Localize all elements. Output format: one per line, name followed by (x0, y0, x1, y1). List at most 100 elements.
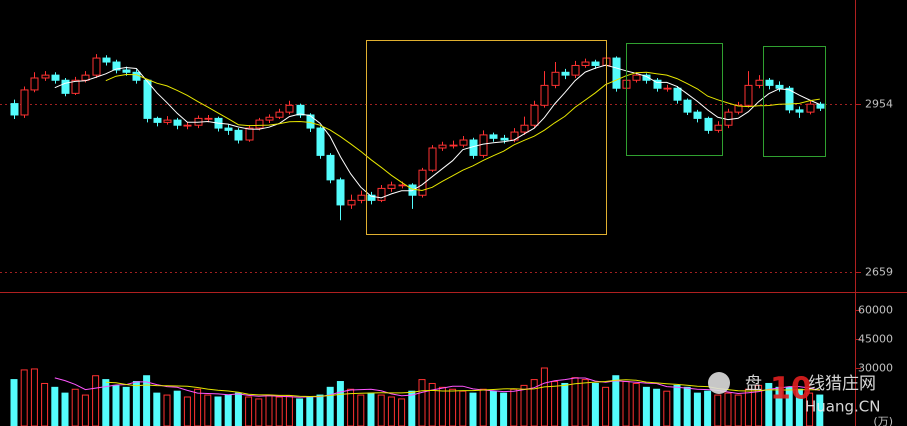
volume-bar (122, 386, 130, 426)
volume-tick-label: 45000 (858, 333, 893, 346)
candle-body (347, 199, 356, 206)
candle-body (61, 79, 70, 94)
volume-bar (51, 386, 59, 426)
volume-bar (30, 368, 38, 426)
candle-body (561, 71, 570, 76)
candle-body (489, 134, 498, 139)
candle-body (520, 124, 529, 133)
candle-body (316, 127, 325, 156)
volume-bar (489, 390, 497, 426)
volume-bar (234, 392, 242, 426)
candle-body (500, 137, 509, 141)
volume-bar (306, 396, 314, 426)
volume-bar (520, 384, 528, 426)
candle-body (143, 79, 152, 119)
volume-bar (438, 386, 446, 426)
watermark-text: 线猎庄网 (808, 374, 876, 394)
y-tick-label: 2659 (865, 266, 893, 279)
watermark: 盘 10 线猎庄网 Huang.CN (708, 372, 880, 416)
candle-body (163, 119, 172, 123)
volume-bar (61, 392, 69, 426)
volume-tick-label: 60000 (858, 304, 893, 317)
volume-bar (285, 395, 293, 426)
candle-body (693, 111, 702, 119)
volume-bar (173, 390, 181, 426)
candle-body (275, 111, 284, 118)
y-tick-label: 2954 (865, 98, 893, 111)
volume-bar (673, 384, 681, 426)
candle-body (296, 104, 305, 116)
candle-body (612, 57, 621, 89)
candle-body (540, 84, 549, 106)
candle-body (10, 103, 19, 116)
candle-body (224, 127, 233, 131)
watermark-site: Huang.CN (805, 398, 880, 416)
volume-bar (336, 381, 344, 426)
highlight-box (626, 43, 723, 156)
candle-body (367, 194, 376, 201)
volume-bar (469, 392, 477, 426)
candle-body (30, 77, 39, 91)
volume-bar (785, 386, 793, 426)
volume-bar (92, 375, 100, 426)
candle-body (418, 169, 427, 196)
volume-bar (704, 390, 712, 426)
candle-body (20, 89, 29, 116)
candle-body (449, 144, 458, 147)
candle-body (653, 79, 662, 89)
highlight-box (366, 40, 607, 235)
volume-bar (102, 379, 110, 426)
candle-body (204, 117, 213, 120)
candle-body (336, 179, 345, 206)
candle-body (683, 99, 692, 113)
volume-bar (775, 386, 783, 426)
volume-bar (224, 394, 232, 426)
volume-bar (551, 381, 559, 426)
volume-bar (153, 392, 161, 426)
candle-body (765, 79, 774, 86)
volume-bar (612, 375, 620, 426)
volume-bar (112, 384, 120, 426)
candle-body (428, 147, 437, 171)
candle-body (806, 103, 815, 113)
volume-bar (632, 382, 640, 426)
volume-bar (591, 382, 599, 426)
volume-bar (642, 386, 650, 426)
candle-body (591, 61, 600, 66)
volume-bar (418, 379, 426, 426)
candle-body (306, 114, 315, 129)
candle-body (510, 131, 519, 141)
volume-bar (326, 386, 334, 426)
ma-line (105, 71, 820, 192)
candle-body (92, 57, 101, 76)
volume-bar (316, 394, 324, 426)
watermark-logo: 10 (770, 372, 812, 407)
candle-body (632, 74, 641, 81)
volume-bar (581, 379, 589, 426)
volume-ma-line (105, 379, 820, 398)
volume-bar (10, 379, 18, 426)
volume-tick-label: 30000 (858, 362, 893, 375)
candle-body (571, 64, 580, 76)
ma-line (54, 64, 821, 199)
candle-body (245, 127, 254, 141)
candle-body (71, 79, 80, 94)
plot-area: 2954 2659 30000 45000 60000 (0, 52, 893, 426)
volume-bar (143, 375, 151, 426)
candle-body (714, 124, 723, 131)
candle-body (642, 74, 651, 81)
candle-body (551, 71, 560, 86)
volume-bar (530, 379, 538, 426)
candle-body (785, 87, 794, 111)
wechat-icon (708, 372, 730, 394)
volume-bar (296, 398, 304, 426)
volume-bar (428, 382, 436, 426)
volume-bar (765, 382, 773, 426)
candle-body (377, 187, 386, 201)
candle-body (755, 79, 764, 86)
volume-bar (683, 386, 691, 426)
candle-body (775, 84, 784, 89)
candle-body (122, 69, 131, 73)
